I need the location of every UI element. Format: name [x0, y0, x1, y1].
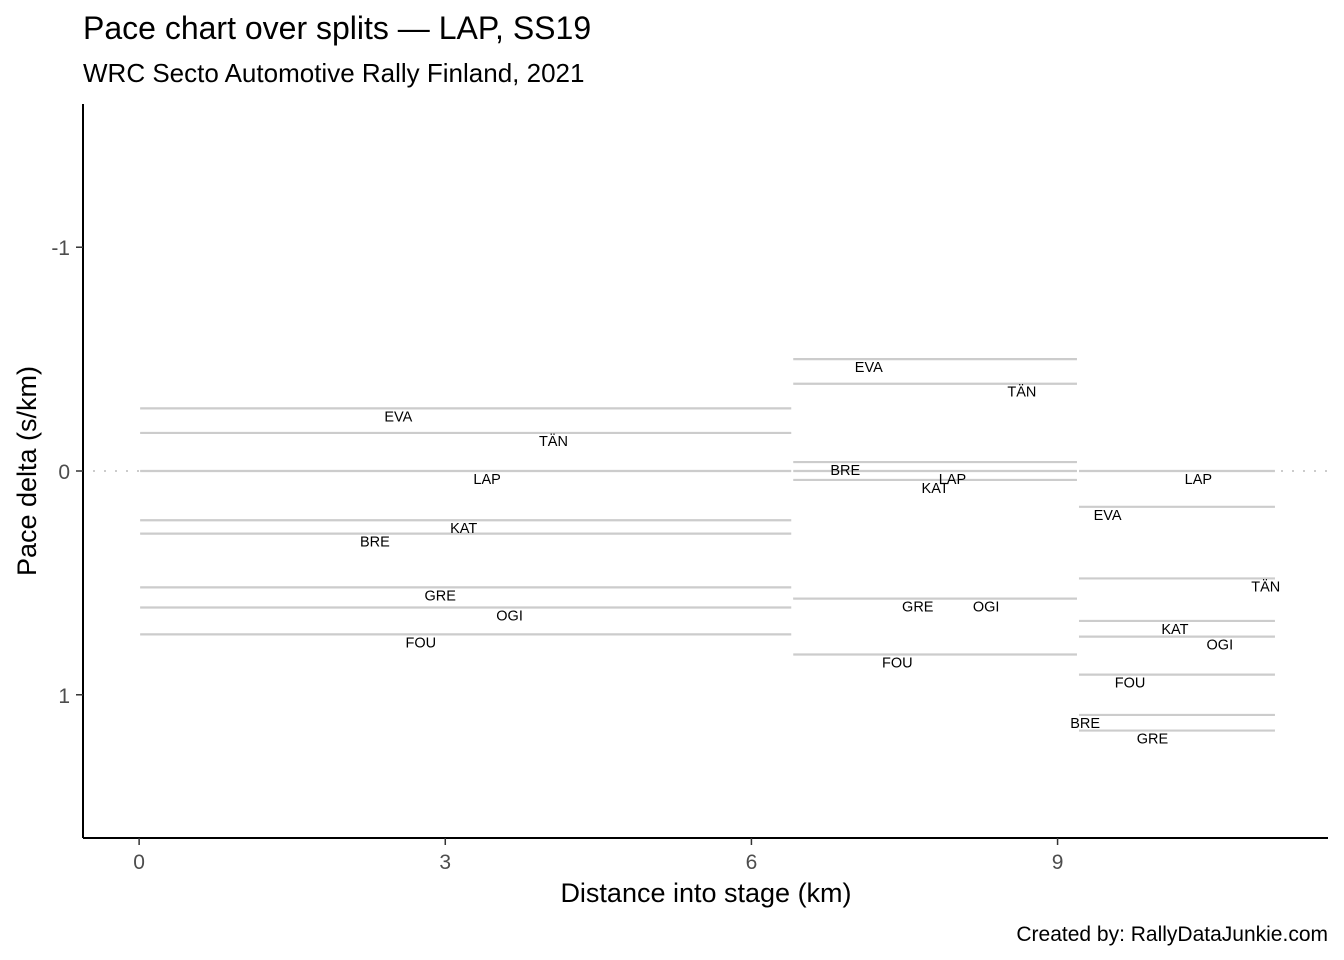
driver-label-gre: GRE [902, 600, 934, 616]
driver-label-tän: TÄN [1251, 578, 1280, 595]
driver-label-bre: BRE [360, 535, 390, 551]
driver-label-ogi: OGI [973, 600, 1000, 616]
driver-label-lap: LAP [939, 472, 966, 488]
driver-label-lap: LAP [1185, 472, 1212, 488]
driver-label-fou: FOU [1115, 676, 1146, 692]
chart-subtitle: WRC Secto Automotive Rally Finland, 2021 [83, 58, 584, 88]
driver-label-fou: FOU [405, 635, 436, 651]
driver-label-kat: KAT [450, 521, 477, 537]
x-tick-label: 9 [1052, 851, 1064, 874]
driver-label-ogi: OGI [496, 609, 523, 625]
chart-title: Pace chart over splits — LAP, SS19 [83, 10, 591, 46]
driver-label-bre: BRE [830, 463, 860, 479]
y-tick-label: 0 [58, 461, 70, 484]
driver-label-kat: KAT [922, 481, 949, 497]
axis-ticks: 0 3 6 9 -1 0 1 [51, 237, 1063, 874]
y-tick-label: -1 [51, 237, 70, 260]
driver-label-tän: TÄN [539, 433, 568, 450]
split-segment-3: LAP EVA TÄN KAT OGI FOU BRE GRE [1070, 469, 1280, 748]
x-tick-label: 6 [746, 851, 758, 874]
driver-label-tän: TÄN [1007, 384, 1036, 401]
driver-label-kat: KAT [1161, 622, 1188, 638]
driver-label-eva: EVA [855, 360, 883, 376]
y-axis-title: Pace delta (s/km) [12, 366, 42, 576]
driver-label-ogi: OGI [1207, 638, 1234, 654]
pace-segments: EVATÄNLAPKATBREGREOGIFOUEVATÄNBRELAPKATG… [140, 358, 1280, 748]
y-tick-label: 1 [58, 685, 70, 708]
driver-label-eva: EVA [384, 409, 412, 425]
x-tick-label: 3 [439, 851, 451, 874]
driver-label-fou: FOU [882, 656, 913, 672]
driver-label-gre: GRE [1137, 732, 1169, 748]
driver-label-eva: EVA [1094, 508, 1122, 524]
x-axis-title: Distance into stage (km) [560, 878, 851, 908]
driver-label-gre: GRE [424, 588, 456, 604]
x-tick-label: 0 [133, 851, 145, 874]
driver-label-bre: BRE [1070, 716, 1100, 732]
split-segment-1: EVA TÄN LAP KAT BRE GRE OGI FOU [140, 407, 792, 651]
chart-caption: Created by: RallyDataJunkie.com [1016, 923, 1328, 946]
driver-label-lap: LAP [473, 472, 500, 488]
